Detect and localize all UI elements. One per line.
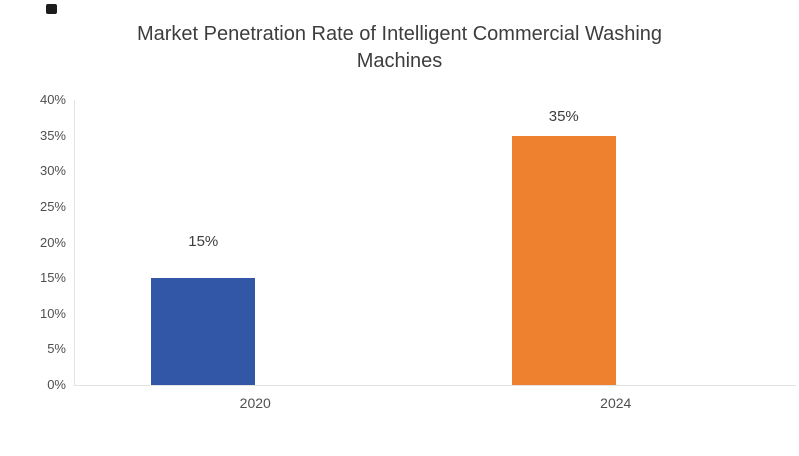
chart-title: Market Penetration Rate of Intelligent C… — [136, 23, 663, 72]
y-axis-tick-label: 15% — [39, 270, 66, 286]
y-axis-tick-label: 30% — [39, 163, 66, 179]
y-axis-tick-label: 35% — [39, 127, 66, 143]
y-axis-tick-label: 20% — [39, 234, 66, 250]
y-axis-tick-label: 25% — [39, 198, 66, 214]
y-axis-line — [74, 100, 75, 386]
y-axis-tick-label: 10% — [39, 305, 66, 321]
x-axis-line — [75, 385, 796, 386]
y-axis-tick-label: 40% — [39, 92, 66, 107]
black-square-mark-icon — [46, 4, 57, 14]
x-axis-category-label: 2020 — [239, 395, 271, 411]
x-axis-category-label: 2024 — [600, 395, 632, 411]
bar-2020 — [151, 278, 256, 385]
y-axis-tick-label: 5% — [47, 341, 66, 357]
value-label-2020: 15% — [188, 233, 219, 251]
value-label-2024: 35% — [548, 107, 579, 125]
y-axis-tick-label: 0% — [47, 377, 66, 392]
bar-2024 — [511, 135, 616, 385]
